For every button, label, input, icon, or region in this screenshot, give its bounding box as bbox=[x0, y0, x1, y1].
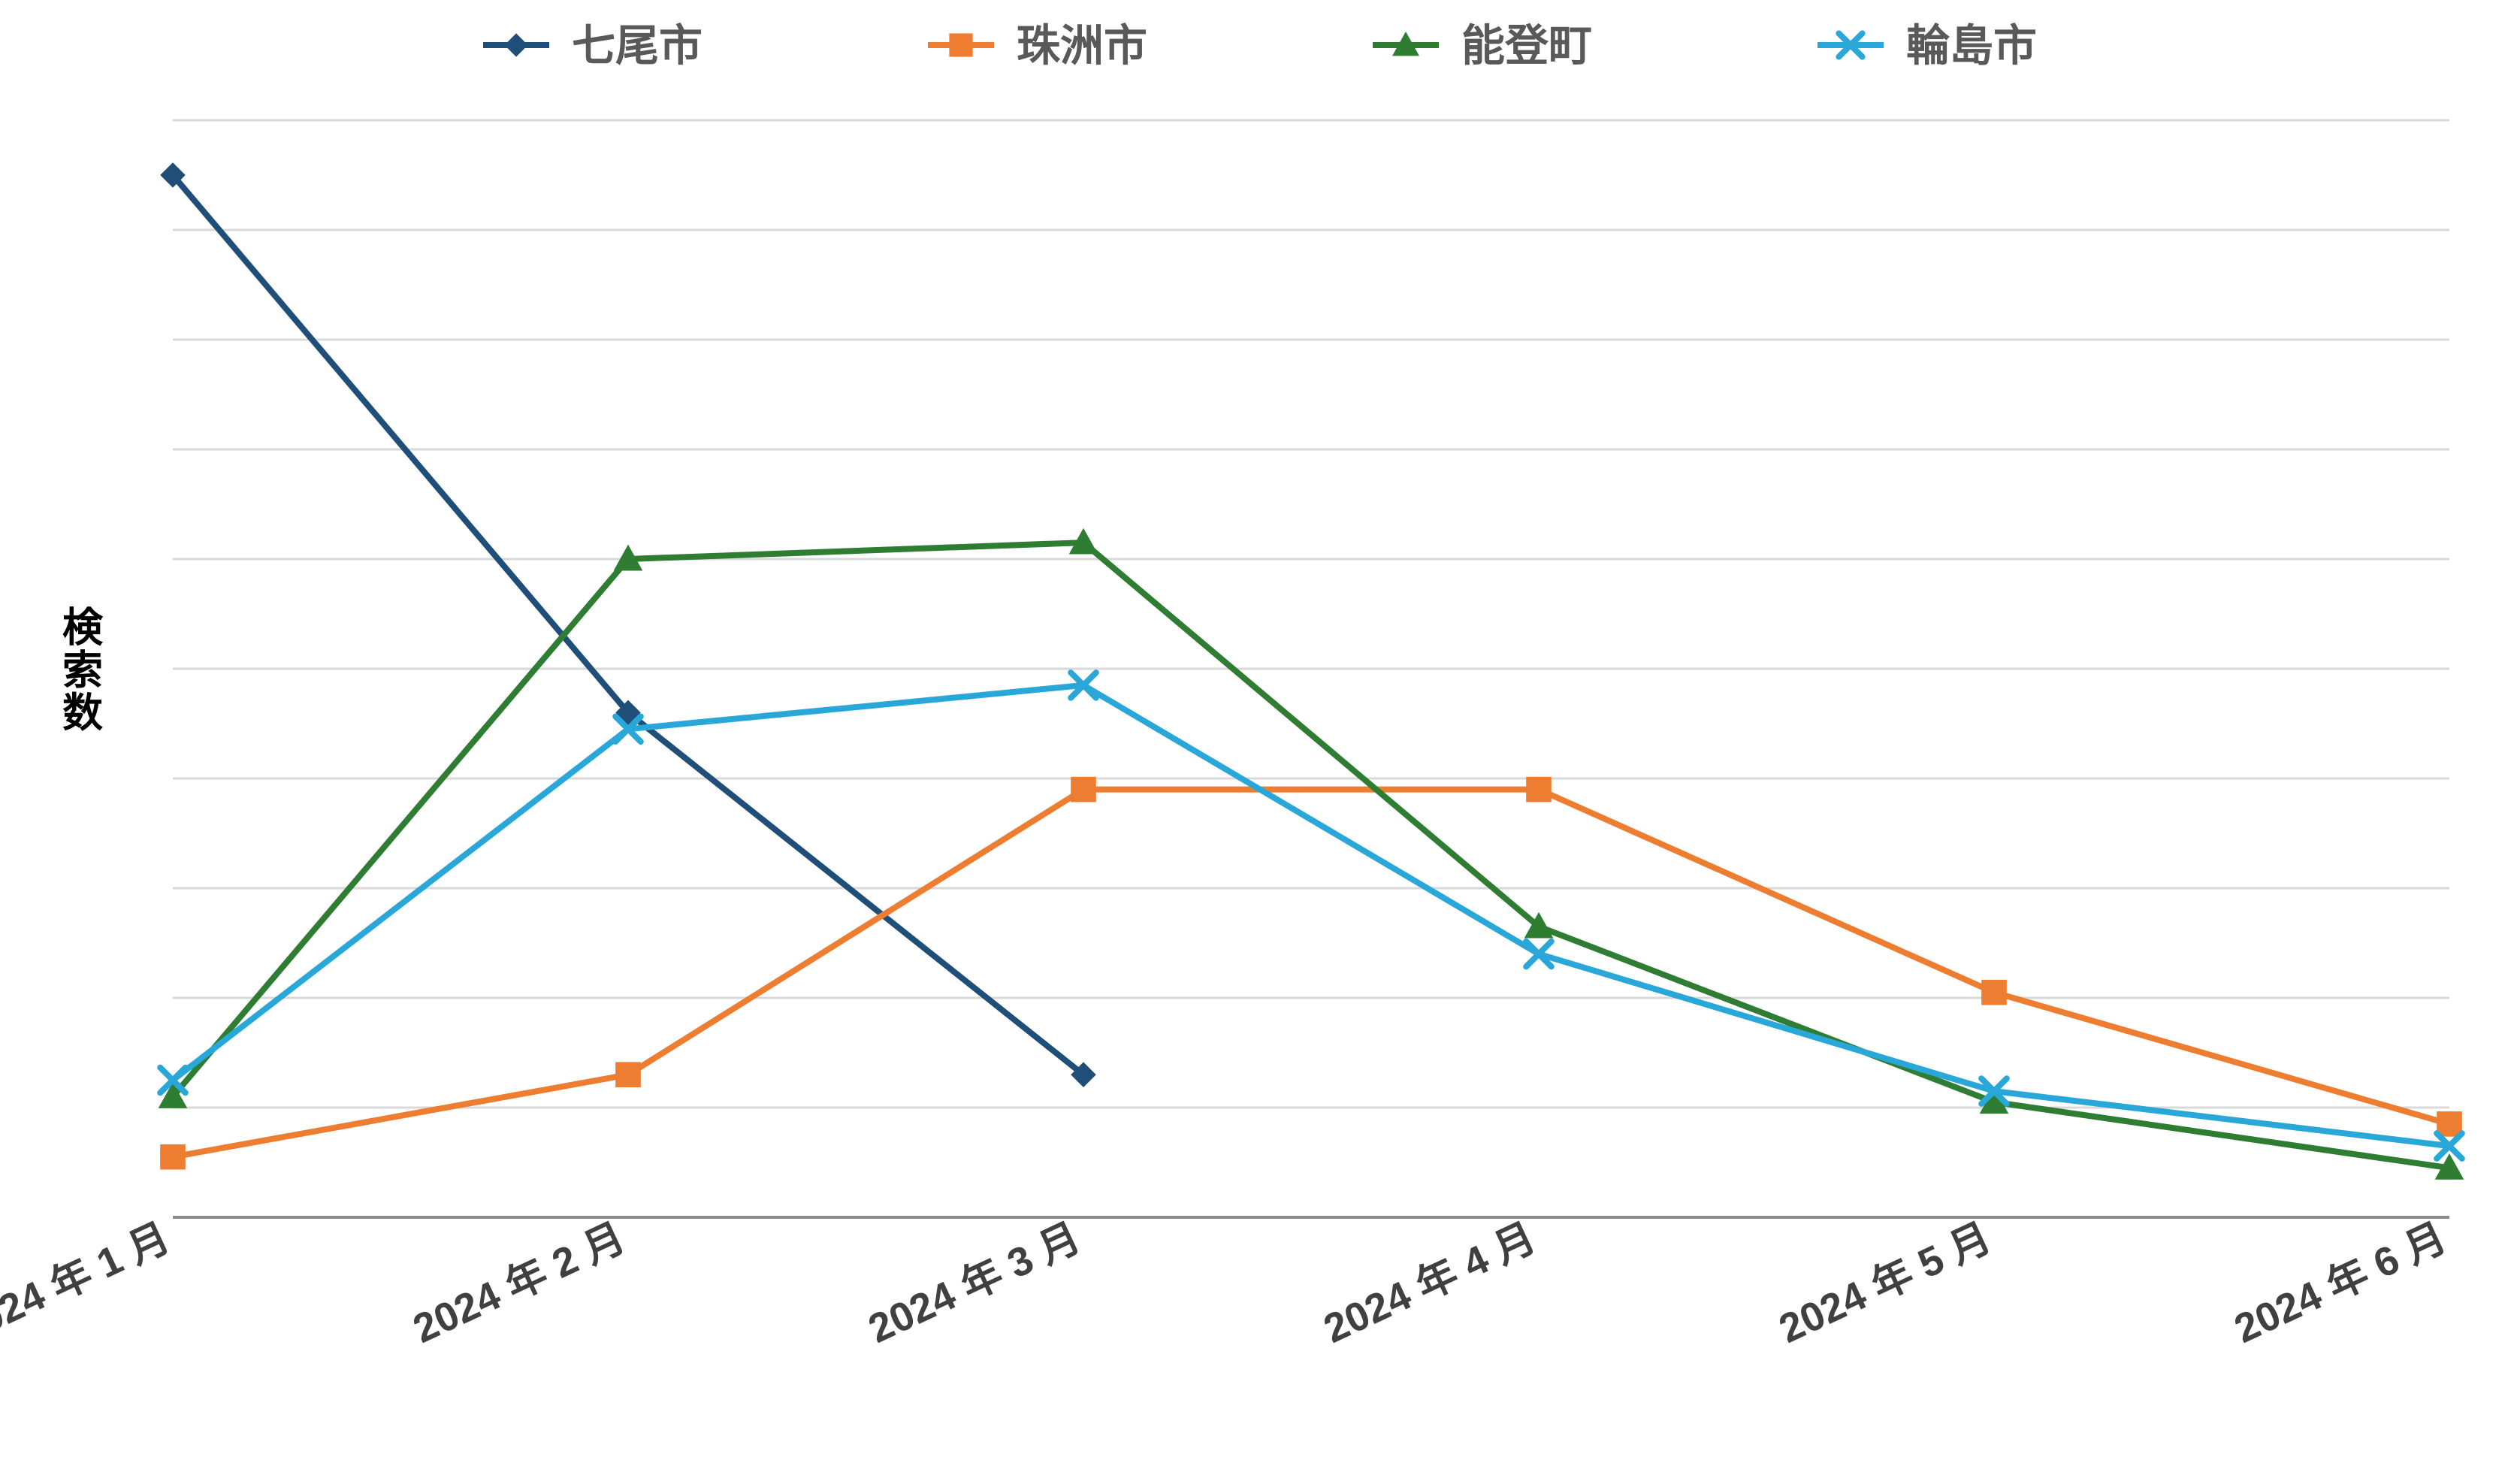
legend-label: 七尾市 bbox=[572, 21, 703, 70]
legend-label: 能登町 bbox=[1461, 21, 1592, 70]
legend-label: 輪島市 bbox=[1906, 21, 2037, 70]
chart-svg: 2024 年 1 月2024 年 2 月2024 年 3 月2024 年 4 月… bbox=[0, 0, 2520, 1463]
y-axis-label-char: 数 bbox=[62, 691, 103, 736]
series-marker bbox=[2437, 1111, 2462, 1137]
y-axis-label-char: 索 bbox=[62, 648, 103, 693]
series-marker bbox=[160, 1144, 186, 1170]
y-axis-label-char: 検 bbox=[62, 606, 104, 651]
series-marker bbox=[1071, 777, 1096, 803]
series-marker bbox=[1981, 980, 2007, 1005]
series-marker bbox=[1526, 777, 1552, 803]
legend-label: 珠洲市 bbox=[1017, 21, 1147, 70]
line-chart: 2024 年 1 月2024 年 2 月2024 年 3 月2024 年 4 月… bbox=[0, 0, 2520, 1463]
series-marker bbox=[615, 1062, 641, 1087]
legend-swatch-marker bbox=[949, 33, 972, 56]
